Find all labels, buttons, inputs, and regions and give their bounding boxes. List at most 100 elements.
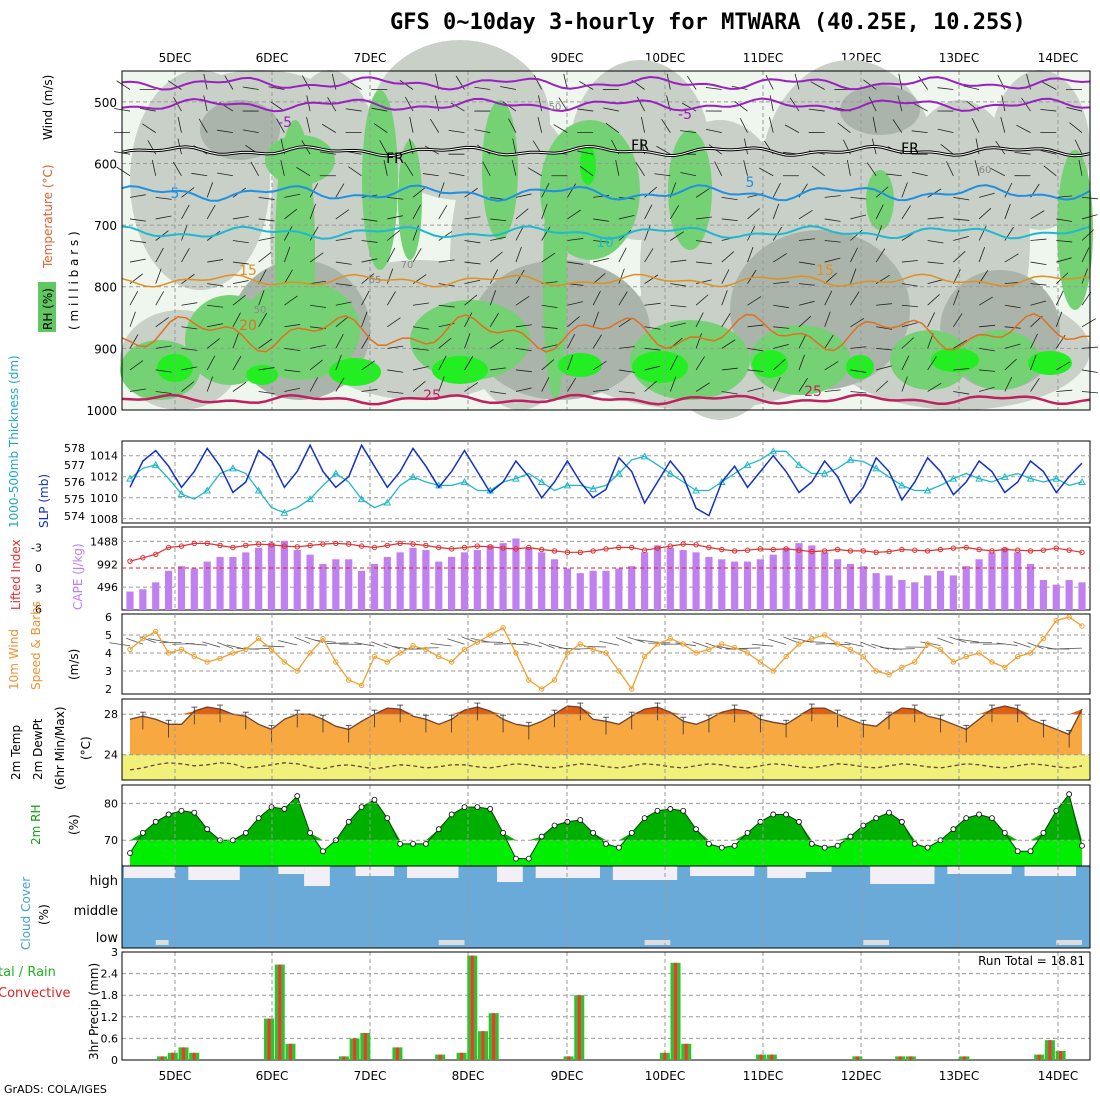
- upper-wind-barb-37: [181, 225, 188, 241]
- rh2m-marker-13: [294, 793, 301, 799]
- wind-marker-69: [1014, 653, 1021, 660]
- upper-wind-barb-30: [167, 80, 182, 90]
- rh2m-marker-70: [1027, 848, 1034, 855]
- wind-marker-2: [153, 628, 159, 635]
- rh-green-region-10: [410, 300, 530, 380]
- cape-bar-48: [743, 561, 752, 610]
- contour-label-9: 15: [816, 263, 834, 279]
- wind-marker-37: [603, 650, 609, 656]
- upper-wind-barb-118: [309, 359, 323, 371]
- li-marker-47: [731, 548, 738, 554]
- contour-line-5: [121, 184, 1091, 202]
- li-marker-52: [796, 547, 802, 553]
- upper-wind-barb-62: [217, 129, 233, 134]
- precip-conv-bar-59: [759, 1054, 763, 1060]
- upper-wind-barb-157: [387, 230, 400, 241]
- cape-bar-9: [242, 552, 250, 610]
- upper-wind-barb-319: [654, 173, 671, 177]
- upper-wind-barb-429: [850, 268, 857, 284]
- wind-barb-45: [692, 641, 710, 648]
- upper-wind-barb-403: [798, 354, 805, 371]
- upper-wind-barb-279: [592, 273, 606, 284]
- upper-wind-barb-350: [721, 196, 738, 201]
- li-marker-72: [1053, 545, 1059, 551]
- li-marker-61: [912, 547, 918, 553]
- upper-wind-barb-391: [789, 97, 800, 112]
- cape-bar-44: [692, 552, 700, 610]
- upper-wind-barb-402: [798, 333, 807, 349]
- li-marker-8: [230, 544, 236, 551]
- upper-wind-barb-553: [1056, 361, 1071, 371]
- rh2m-marker-71: [1040, 829, 1047, 836]
- upper-wind-barb-518: [1004, 253, 1019, 263]
- panel-frame-tp: [121, 698, 1091, 781]
- precip-conv-bar-52: [684, 1043, 688, 1060]
- thickness-marker-58: [872, 464, 881, 472]
- thickness-tick-0: 574: [64, 510, 85, 523]
- wind-marker-49: [757, 659, 764, 665]
- upper-wind-barb-433: [850, 369, 867, 373]
- rh2m-marker-60: [898, 818, 905, 825]
- contour-label-1: -5: [678, 107, 692, 123]
- upper-wind-barb-409: [811, 165, 825, 177]
- upper-wind-barb-309: [644, 274, 659, 284]
- cloud-clear-11: [792, 866, 832, 872]
- upper-wind-barb-214: [482, 161, 491, 176]
- rh2m-marker-59: [886, 809, 892, 816]
- wind-barb-33: [538, 641, 555, 649]
- upper-wind-barb-323: [670, 259, 687, 263]
- thickness-marker-22: [409, 472, 417, 480]
- wind-marker-8: [230, 650, 236, 656]
- panel-frame-cl: [121, 865, 1091, 949]
- rh-green-region-2: [398, 140, 422, 260]
- upper-wind-barb-339: [695, 279, 712, 285]
- upper-wind-barb-265: [567, 301, 584, 306]
- upper-wind-barb-557: [1069, 122, 1083, 133]
- wind-barb-63: [920, 641, 941, 646]
- upper-wind-barb-129: [335, 283, 352, 286]
- wind-barb-58: [860, 641, 877, 649]
- cape-bar-34: [563, 568, 572, 610]
- upper-wind-barb-59: [206, 376, 214, 392]
- wind-marker-6: [204, 659, 210, 665]
- wind-marker-72: [1053, 617, 1059, 624]
- wind-barb-25: [430, 643, 452, 647]
- upper-wind-barb-383: [773, 253, 787, 263]
- wind-barb-13: [278, 640, 298, 646]
- contour-line-freezing-inner: [121, 145, 1091, 157]
- upper-ytick-5: 1000: [86, 404, 117, 418]
- wind-barb-59: [871, 643, 890, 650]
- upper-wind-barb-435: [863, 79, 877, 90]
- rh2m-marker-61: [911, 841, 918, 847]
- upper-wind-barb-69: [232, 280, 249, 285]
- upper-wind-barb-495: [963, 85, 980, 90]
- upper-wind-barb-49: [191, 172, 208, 177]
- upper-wind-barb-226: [502, 101, 517, 112]
- wind-barb-19: [354, 642, 375, 647]
- rh2m-marker-50: [770, 811, 777, 818]
- upper-wind-barb-314: [644, 380, 657, 392]
- upper-wind-barb-185: [438, 182, 445, 198]
- upper-wind-barb-426: [850, 214, 867, 220]
- upper-wind-barb-66: [232, 216, 249, 220]
- wind-marker-35: [577, 641, 583, 647]
- upper-wind-barb-442: [875, 225, 883, 241]
- upper-wind-barb-170: [412, 186, 426, 198]
- wind-barb-2: [139, 636, 156, 644]
- upper-wind-barb-95: [284, 193, 301, 198]
- thickness-marker-30: [512, 474, 520, 482]
- cape-bar-41: [653, 545, 662, 610]
- upper-wind-barb-222: [489, 339, 504, 349]
- slp-line: [129, 443, 1083, 517]
- upper-wind-barb-197: [448, 130, 465, 134]
- temperature-hot-fill: [130, 706, 1082, 715]
- thickness-marker-72: [1052, 474, 1061, 482]
- precip-conv-bar-4: [171, 1052, 175, 1060]
- upper-wind-barb-128: [335, 261, 352, 265]
- cape-bar-5: [190, 568, 198, 610]
- li-marker-1: [140, 555, 146, 561]
- upper-wind-barb-111: [309, 203, 316, 220]
- upper-wind-barb-283: [592, 360, 607, 371]
- rh2m-marker-25: [448, 811, 455, 818]
